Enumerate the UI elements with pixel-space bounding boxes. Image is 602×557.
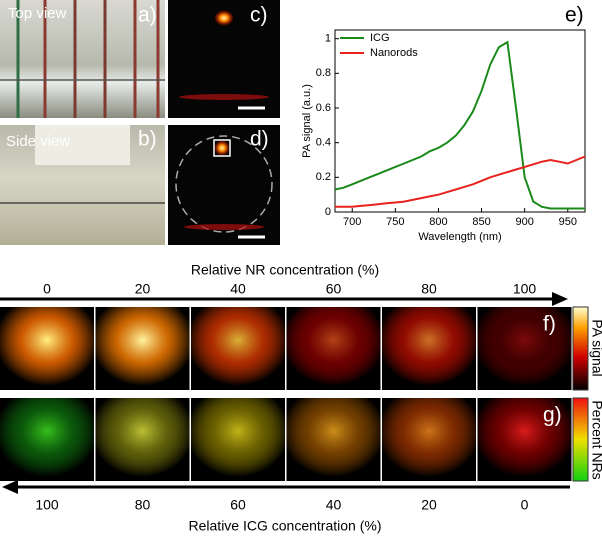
icg-label: 20 xyxy=(421,497,437,513)
image-signal xyxy=(95,398,190,481)
x-tick-label: 800 xyxy=(429,216,447,228)
nr-label: 20 xyxy=(135,281,151,297)
icg-label: 100 xyxy=(35,497,59,513)
panel-label: c) xyxy=(250,4,268,27)
x-tick-label: 900 xyxy=(515,216,533,228)
panel-label: e) xyxy=(565,4,584,27)
image-signal xyxy=(191,398,285,481)
image-signal xyxy=(286,398,381,481)
colorbar xyxy=(572,397,589,482)
y-tick-label: 0.2 xyxy=(316,171,331,183)
y-tick-label: 1 xyxy=(325,33,331,45)
y-tick-label: 0 xyxy=(325,206,331,218)
panel-label: d) xyxy=(250,128,269,151)
x-tick-label: 950 xyxy=(559,216,577,228)
caption: Top view xyxy=(8,5,67,22)
image-signal xyxy=(477,307,572,390)
nr-label: 0 xyxy=(43,281,51,297)
photo-top xyxy=(0,0,165,118)
axis-title: Relative NR concentration (%) xyxy=(191,262,379,278)
panel-label: f) xyxy=(543,313,556,336)
image-signal xyxy=(95,307,190,390)
image-signal xyxy=(0,307,94,390)
image-signal xyxy=(286,307,381,390)
series-line xyxy=(335,155,586,208)
dashed-circle xyxy=(175,135,273,233)
icg-label: 80 xyxy=(135,497,151,513)
y-tick-label: 0.4 xyxy=(316,137,331,149)
icg-label: 60 xyxy=(230,497,246,513)
glow xyxy=(179,94,269,100)
axis-title: Relative ICG concentration (%) xyxy=(189,518,382,534)
panel-label: b) xyxy=(138,128,157,151)
colorbar xyxy=(572,306,589,391)
hotspot xyxy=(214,10,234,26)
y-axis-label: PA signal (a.u.) xyxy=(301,84,313,158)
x-axis-label: Wavelength (nm) xyxy=(418,231,501,243)
panel-label: g) xyxy=(543,404,562,427)
image-signal xyxy=(477,398,572,481)
series-line xyxy=(334,40,585,210)
image-signal xyxy=(382,398,476,481)
nr-label: 80 xyxy=(421,281,437,297)
caption: Side view xyxy=(6,133,70,150)
glow xyxy=(184,224,264,230)
icg-label: 40 xyxy=(326,497,342,513)
photo-wires xyxy=(0,0,165,118)
x-tick-label: 700 xyxy=(343,216,361,228)
image-signal xyxy=(0,398,94,481)
colorbar-label: Percent NRs xyxy=(589,400,602,479)
image-signal xyxy=(191,307,285,390)
roi-box xyxy=(213,139,231,157)
nr-label: 60 xyxy=(326,281,342,297)
colorbar-label: PA signal xyxy=(589,319,602,376)
photo-block xyxy=(35,125,130,165)
icg-label: 0 xyxy=(521,497,529,513)
legend-label: Nanorods xyxy=(370,47,418,59)
arrow-head xyxy=(552,292,568,306)
plot-frame xyxy=(334,29,586,213)
y-tick-label: 0.6 xyxy=(316,102,331,114)
legend-label: ICG xyxy=(370,32,390,44)
x-tick-label: 750 xyxy=(386,216,404,228)
y-tick-label: 0.8 xyxy=(316,67,331,79)
x-tick-label: 850 xyxy=(472,216,490,228)
arrow-head xyxy=(2,480,18,494)
nr-label: 40 xyxy=(230,281,246,297)
nr-label: 100 xyxy=(513,281,537,297)
panel-label: a) xyxy=(138,4,157,27)
image-signal xyxy=(382,307,476,390)
